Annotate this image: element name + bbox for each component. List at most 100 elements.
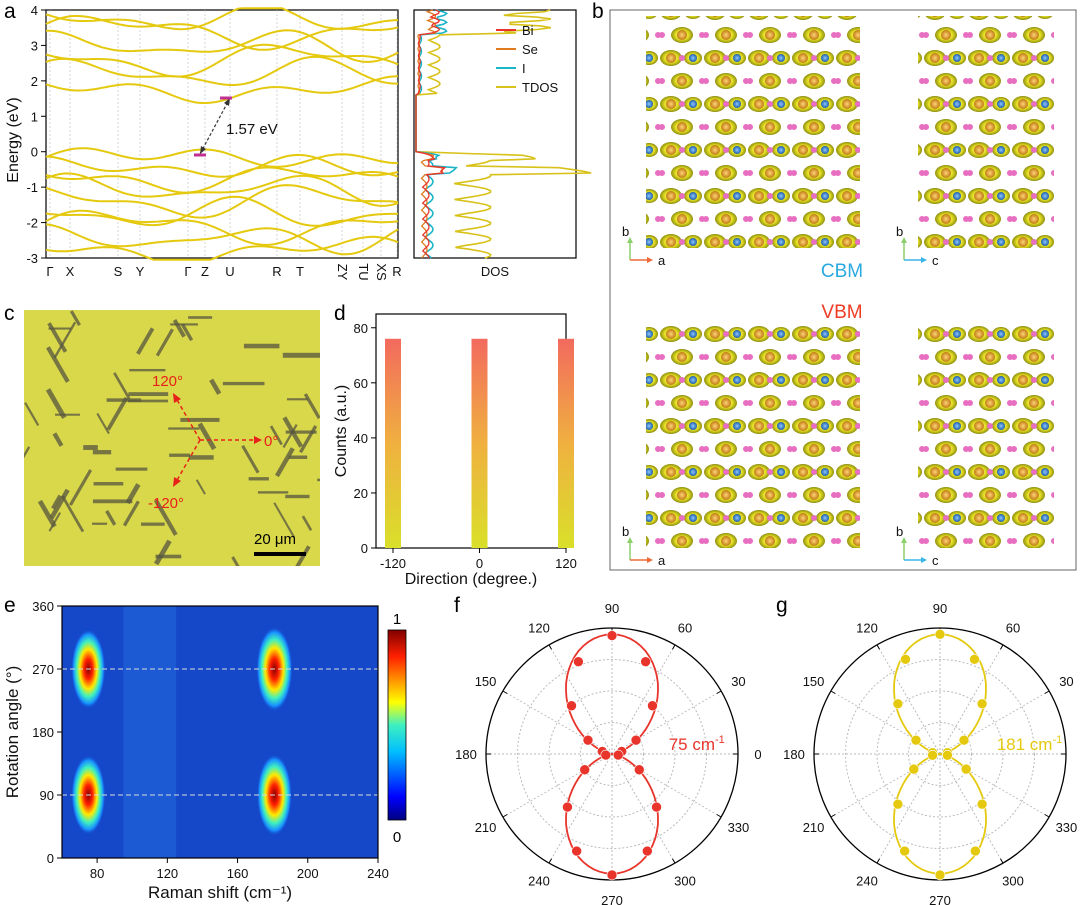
crystal-flake: [92, 522, 108, 525]
kpoint-label: TU: [356, 263, 371, 280]
axis-b-head: [627, 537, 633, 543]
arrow-120deg-head: [173, 393, 181, 403]
polar-tick: [502, 814, 508, 818]
band-line: [45, 195, 398, 227]
crystal-flake: [168, 427, 200, 430]
polar-point: [562, 801, 573, 813]
polar-label: 75 cm-1: [669, 734, 725, 754]
polar-point: [566, 700, 577, 712]
gap-arrow-head-top: [224, 98, 230, 106]
crystal-flake: [55, 413, 80, 416]
crystal-flake: [48, 327, 72, 330]
axis-up-label: b: [622, 524, 629, 539]
polar-tick: [548, 644, 552, 650]
kpoint-label: X: [66, 264, 75, 279]
kpoint-label: ZY: [335, 264, 350, 281]
polar-spoke: [939, 644, 1004, 755]
legend-label: TDOS: [522, 80, 558, 95]
polar-tick-label: 150: [475, 674, 497, 689]
polar-point: [976, 798, 988, 810]
heatmap-ytick-label: 90: [40, 788, 54, 803]
panel-label-a: a: [4, 0, 16, 23]
polar-tick-label: 270: [929, 893, 951, 905]
axis-b-head: [901, 537, 907, 543]
axis-right-label: a: [658, 253, 666, 268]
heatmap-xlabel: Raman shift (cm⁻¹): [148, 883, 292, 902]
bar-ytick-label: 40: [354, 431, 368, 446]
polar-tick-label: 30: [731, 674, 745, 689]
axis-up-label: b: [896, 524, 903, 539]
polar-tick-label: 240: [856, 873, 878, 888]
polar-tick-label: 90: [605, 601, 619, 616]
polar-point: [606, 869, 618, 881]
vbm-label: VBM: [821, 302, 862, 323]
crystal-flake: [115, 467, 148, 471]
polar-point: [612, 749, 624, 761]
crystal-flake: [209, 378, 222, 395]
crystal-flake: [180, 323, 194, 342]
panel-label-f: f: [454, 594, 460, 617]
axis-b-head: [627, 237, 633, 243]
polar-spoke: [611, 690, 722, 755]
angle-label-minus120: -120°: [148, 495, 184, 512]
crystal-flake: [48, 512, 62, 532]
crystal-flake: [52, 432, 64, 447]
crystal-flake: [301, 515, 313, 532]
crystal-flake: [129, 368, 166, 372]
polar-spoke: [548, 753, 613, 864]
polar-spoke: [611, 753, 676, 864]
crystal-flake: [248, 477, 269, 481]
heatmap-ytick-label: 180: [32, 725, 54, 740]
polar-tick-label: 330: [728, 820, 750, 835]
crystal-flake: [69, 310, 81, 327]
polar-point: [908, 763, 920, 775]
polar-tick: [830, 690, 836, 694]
polar-tick-label: 180: [455, 747, 477, 762]
crystal-flake: [288, 455, 308, 459]
crystal-flake: [24, 446, 31, 481]
band-ylabel: Energy (eV): [5, 97, 22, 182]
crystal-flake: [153, 539, 172, 566]
band-line: [45, 184, 399, 219]
kpoint-label: XS: [374, 263, 389, 281]
polar-tick-label: 0: [754, 747, 761, 762]
polar-spoke: [876, 753, 941, 864]
band-line: [45, 153, 399, 178]
vbm-structure-bc: [918, 326, 1054, 548]
kpoint-label: R: [392, 264, 401, 279]
polar-grid-ring: [548, 690, 676, 818]
axis-right-head: [647, 257, 653, 263]
arrow-minus120deg-head: [173, 477, 181, 487]
polar-tick-label: 210: [475, 820, 497, 835]
kpoint-label: Γ: [46, 264, 53, 279]
crystal-flake: [282, 352, 320, 358]
axis-up-label: b: [896, 224, 903, 239]
bar-120: [558, 338, 574, 548]
micrograph-background: [24, 310, 320, 566]
polar-point: [573, 656, 584, 667]
crystal-flake: [128, 399, 169, 403]
crystal-flake: [128, 392, 169, 397]
axis-right-label: c: [932, 553, 939, 568]
polar-point: [630, 734, 642, 746]
crystal-flake: [122, 500, 140, 527]
dos-xlabel: DOS: [481, 264, 510, 279]
polar-spoke: [830, 753, 941, 818]
crystal-flake: [231, 556, 246, 566]
colorbar-max: 1: [393, 611, 401, 628]
crystal-flake: [285, 430, 317, 434]
polar-point: [892, 798, 904, 810]
scalebar: [254, 552, 306, 556]
direction-bar-chart: 0 20 40 60 80 -120 0 120 Direction (degree.) Coun…: [333, 313, 577, 588]
bar-xtick-label: 0: [476, 556, 483, 571]
dos-plot-frame: [413, 9, 577, 259]
optical-micrograph: 120° 0° -120° 20 μm: [24, 310, 320, 566]
polar-tick-label: 330: [1056, 820, 1078, 835]
crystal-flake: [51, 494, 62, 510]
polar-tick: [716, 814, 722, 818]
arrow-0deg-head: [254, 436, 262, 444]
polar-point: [640, 656, 651, 667]
panel-label-b: b: [592, 0, 604, 23]
crystal-flake: [96, 412, 110, 435]
polar-spoke: [876, 644, 941, 755]
